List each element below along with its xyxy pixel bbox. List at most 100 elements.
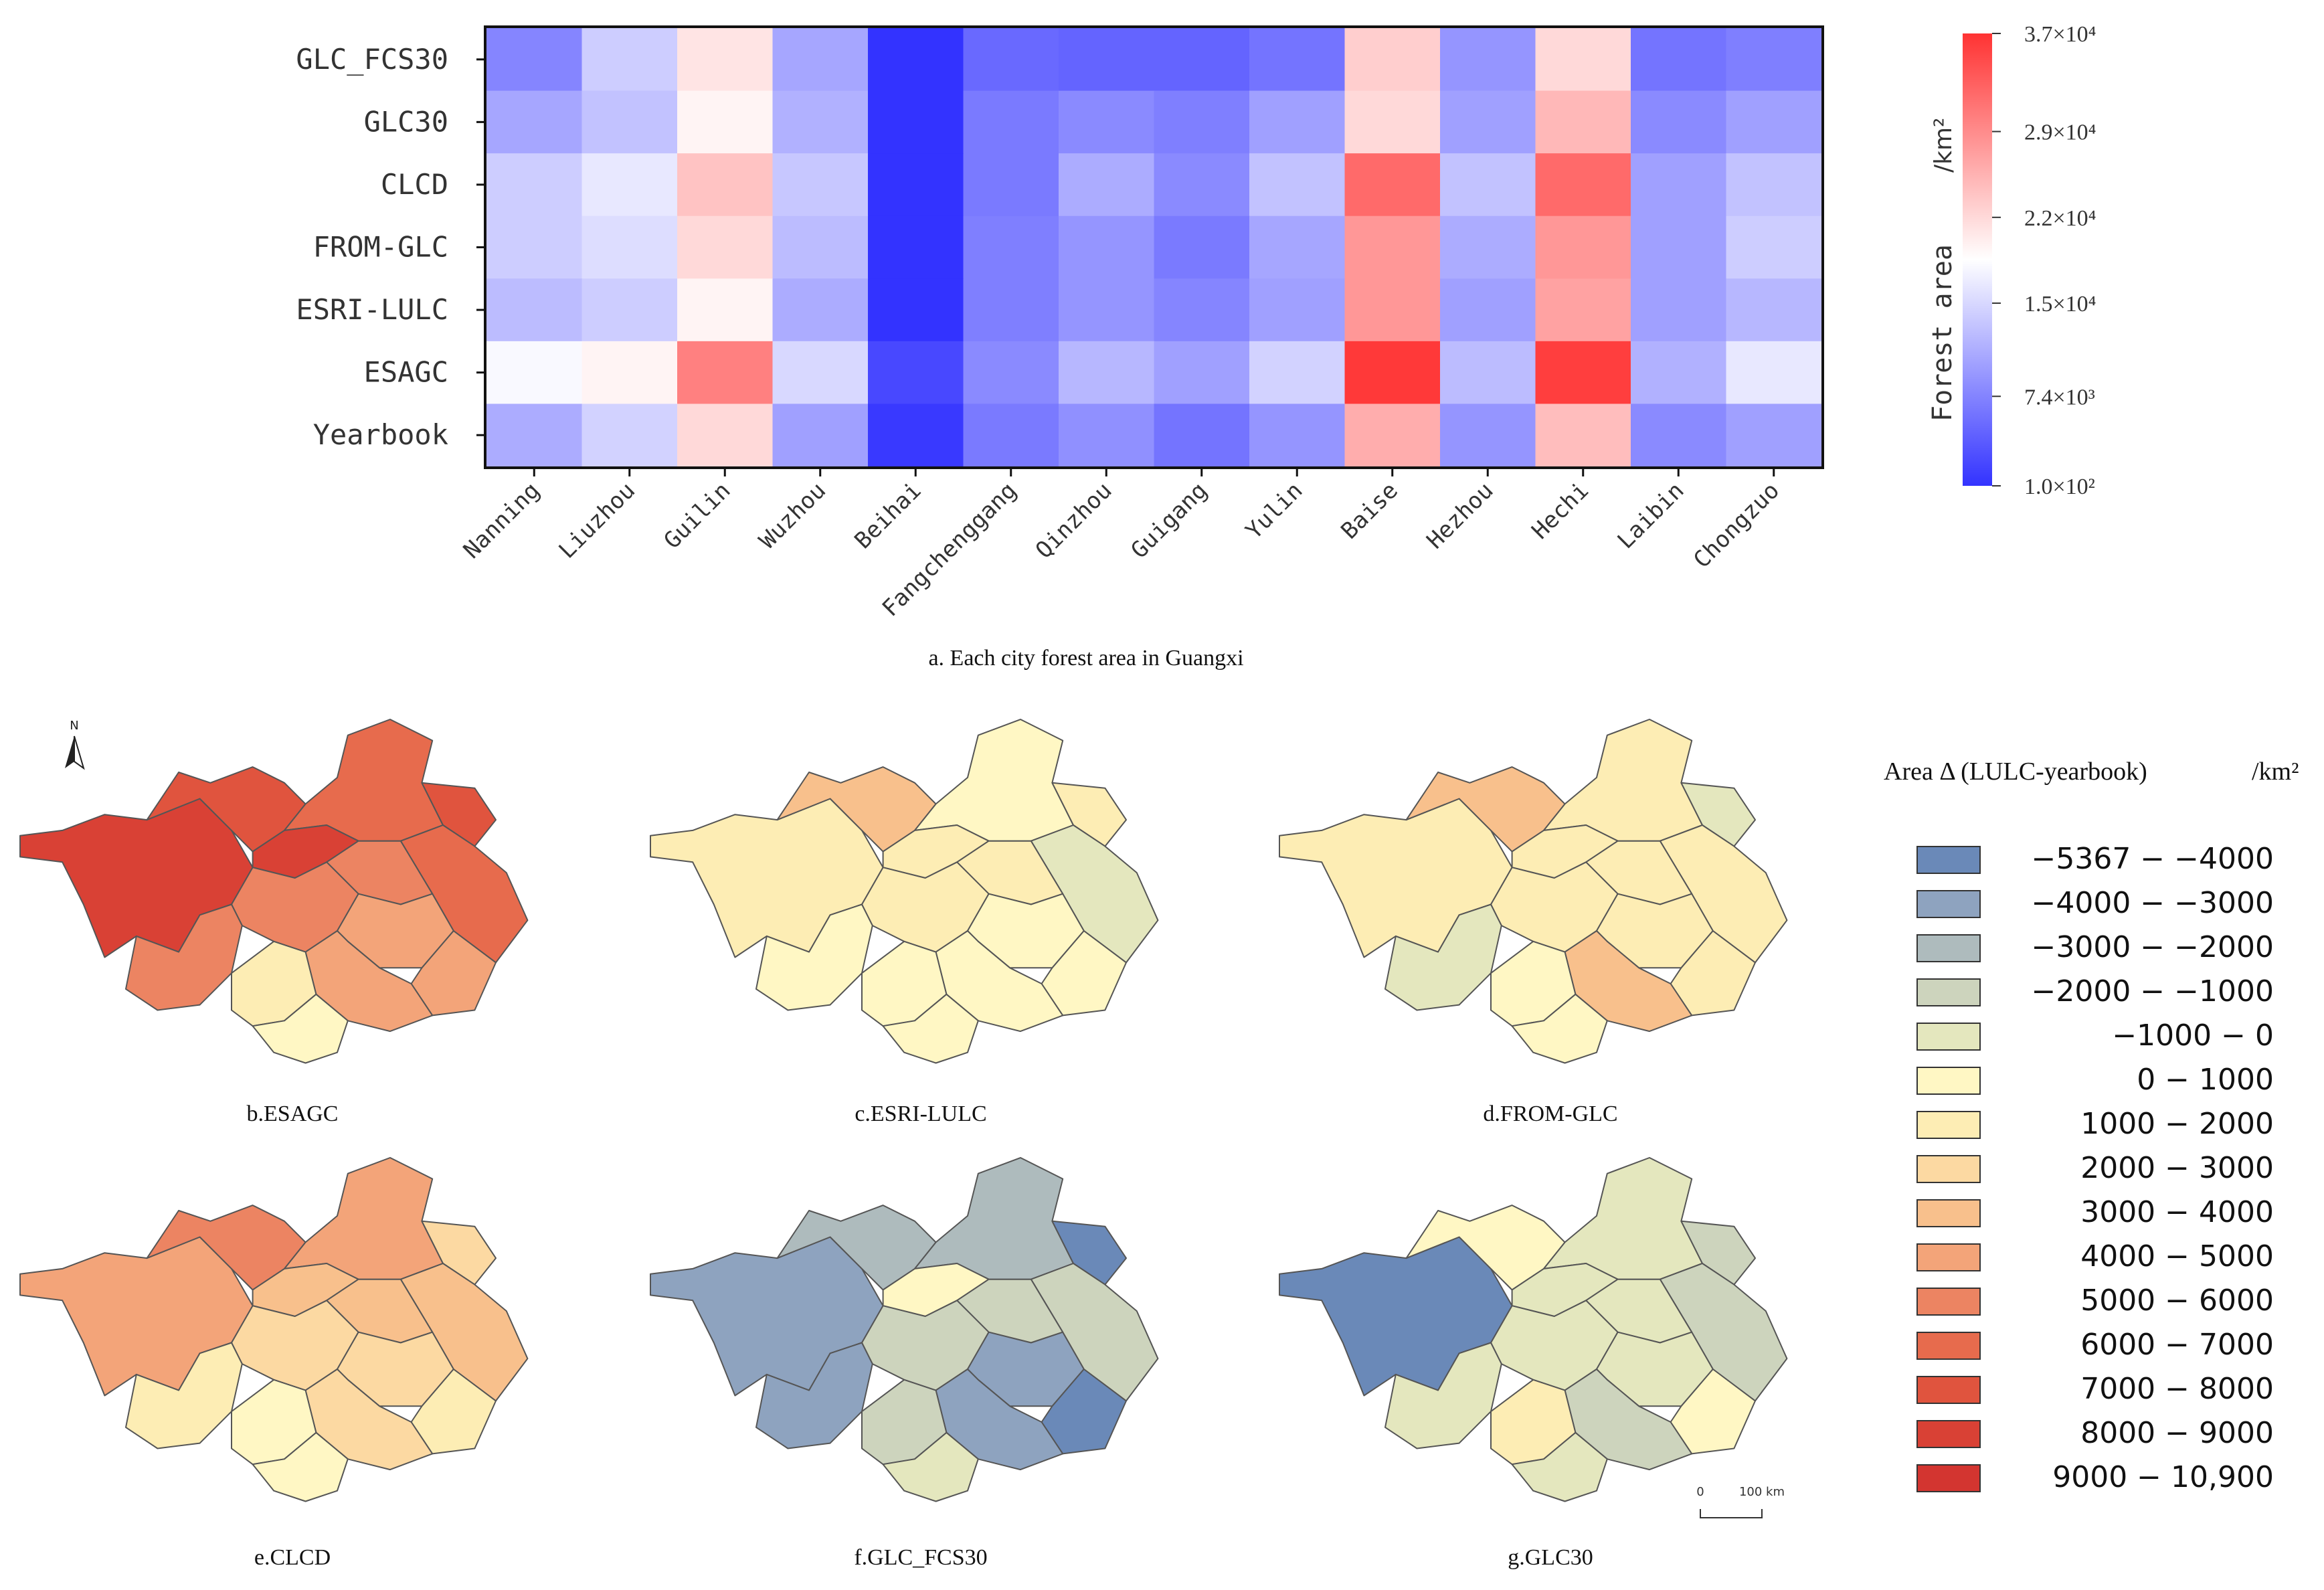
heatmap-cell-from-glc-guilin: [677, 215, 774, 279]
heatmap-cell-esagc-nanning: [486, 341, 583, 405]
map-glc-fcs30: [650, 1157, 1159, 1502]
heatmap-cell-clcd-beihai: [868, 153, 964, 217]
legend-label: −2000 − −1000: [2031, 974, 2274, 1008]
difference-legend: −5367 − −4000 −4000 − −3000 −3000 − −2000 −…: [1916, 842, 2274, 1494]
heatmap-cell-clcd-liuzhou: [582, 153, 678, 217]
legend-label: 6000 − 7000: [2080, 1328, 2274, 1362]
colorbar-tick-label: 1.0×10²: [2024, 474, 2095, 499]
map-region-chongzuo: [252, 1431, 349, 1502]
legend-label: 8000 − 9000: [2080, 1416, 2274, 1450]
colorbar-tick-label: 3.7×10⁴: [2024, 22, 2096, 47]
column-label: Wuzhou: [754, 477, 831, 554]
heatmap-cell-yearbook-yulin: [1249, 404, 1346, 467]
legend-swatch: [1916, 1420, 1981, 1448]
row-label: Yearbook: [313, 418, 448, 451]
heatmap-cell-glc30-fangchenggang: [963, 90, 1059, 154]
north-arrow: N: [65, 719, 85, 770]
map-region-yulin: [125, 903, 243, 1011]
colorbar-label: Forest area: [1927, 244, 1958, 422]
map-region-beihai: [1051, 1220, 1127, 1286]
heatmap-cell-esagc-hechi: [1535, 341, 1631, 405]
legend-label: −4000 − −3000: [2031, 886, 2274, 920]
legend-swatch: [1916, 890, 1981, 918]
legend-label: −3000 − −2000: [2031, 930, 2274, 964]
legend-title: Area Δ (LULC-yearbook): [1884, 758, 2147, 786]
column-label: Laibin: [1612, 477, 1689, 554]
heatmap-cell-glc30-wuzhou: [772, 90, 869, 154]
column-label: Qinzhou: [1031, 477, 1118, 564]
heatmap-cell-esri-lulc-yulin: [1249, 278, 1346, 342]
forest-area-heatmap: [486, 28, 1822, 467]
colorbar-tick-label: 7.4×10³: [2024, 385, 2095, 410]
column-label: Hechi: [1526, 477, 1594, 545]
heatmap-cell-from-glc-hechi: [1535, 215, 1631, 279]
heatmap-cell-yearbook-chongzuo: [1726, 404, 1822, 467]
map-region-yulin: [125, 1342, 243, 1449]
legend-swatch: [1916, 1332, 1981, 1360]
heatmap-cell-esri-lulc-guigang: [1154, 278, 1250, 342]
column-label: Liuzhou: [554, 477, 641, 564]
heatmap-cell-glc30-qinzhou: [1059, 90, 1155, 154]
legend-label: 9000 − 10,900: [2052, 1460, 2274, 1494]
map-region-guilin: [284, 1157, 444, 1280]
heatmap-cell-esagc-chongzuo: [1726, 341, 1822, 405]
map-esagc: [19, 719, 529, 1064]
heatmap-cell-glc30-laibin: [1631, 90, 1727, 154]
heatmap-cell-from-glc-liuzhou: [582, 215, 678, 279]
colorbar: [1963, 33, 1992, 486]
heatmap-cell-yearbook-hechi: [1535, 404, 1631, 467]
heatmap-cell-clcd-baise: [1344, 153, 1441, 217]
heatmap-cell-yearbook-wuzhou: [772, 404, 869, 467]
heatmap-cell-from-glc-hezhou: [1440, 215, 1536, 279]
heatmap-cell-glc_fcs30-laibin: [1631, 28, 1727, 92]
heatmap-cell-esri-lulc-hezhou: [1440, 278, 1536, 342]
heatmap-cell-yearbook-guilin: [677, 404, 774, 467]
heatmap-cell-clcd-hechi: [1535, 153, 1631, 217]
map-caption-esri-lulc: c.ESRI-LULC: [855, 1101, 986, 1126]
scale-bar-zero: 0: [1696, 1485, 1704, 1499]
heatmap-cell-glc_fcs30-chongzuo: [1726, 28, 1822, 92]
column-label: Baise: [1336, 477, 1403, 545]
colorbar-tick-label: 2.2×10⁴: [2024, 206, 2096, 231]
column-label: Nanning: [458, 477, 545, 564]
map-esri-lulc: [650, 719, 1159, 1064]
heatmap-cell-from-glc-guigang: [1154, 215, 1250, 279]
heatmap-cell-glc_fcs30-baise: [1344, 28, 1441, 92]
heatmap-caption: a. Each city forest area in Guangxi: [928, 646, 1243, 671]
colorbar-tick-label: 1.5×10⁴: [2024, 292, 2096, 317]
legend-swatch: [1916, 1111, 1981, 1139]
heatmap-cell-clcd-nanning: [486, 153, 583, 217]
map-panels: b.ESAGC c.ESRI-LULC d.FROM-GLC e.CLCD f.GLC_…: [19, 719, 1788, 1570]
map-region-yulin: [1384, 903, 1502, 1011]
heatmap-cell-glc_fcs30-beihai: [868, 28, 964, 92]
map-region-guilin: [914, 719, 1074, 842]
map-caption-clcd: e.CLCD: [254, 1545, 331, 1570]
heatmap-cell-esagc-baise: [1344, 341, 1441, 405]
heatmap-cell-glc30-beihai: [868, 90, 964, 154]
heatmap-cell-clcd-laibin: [1631, 153, 1727, 217]
legend-swatch: [1916, 934, 1981, 962]
map-region-chongzuo: [1511, 1431, 1608, 1502]
map-caption-glc-fcs30: f.GLC_FCS30: [854, 1545, 987, 1570]
map-region-beihai: [421, 782, 497, 847]
heatmap-cell-glc_fcs30-fangchenggang: [963, 28, 1059, 92]
legend-swatch: [1916, 978, 1981, 1006]
heatmap-cell-esagc-wuzhou: [772, 341, 869, 405]
heatmap-cell-clcd-hezhou: [1440, 153, 1536, 217]
legend-swatch: [1916, 1067, 1981, 1095]
heatmap-cell-clcd-fangchenggang: [963, 153, 1059, 217]
legend-label: 7000 − 8000: [2080, 1372, 2274, 1406]
heatmap-cell-glc30-baise: [1344, 90, 1441, 154]
map-region-guilin: [1543, 1157, 1703, 1280]
map-region-chongzuo: [252, 993, 349, 1064]
legend-swatch: [1916, 1023, 1981, 1051]
heatmap-cell-from-glc-laibin: [1631, 215, 1727, 279]
column-label: Guilin: [658, 477, 735, 554]
map-region-yulin: [755, 903, 873, 1011]
heatmap-cell-esagc-fangchenggang: [963, 341, 1059, 405]
column-label: Hezhou: [1421, 477, 1498, 554]
legend-swatch: [1916, 846, 1981, 874]
heatmap-cell-esri-lulc-beihai: [868, 278, 964, 342]
row-label: ESRI-LULC: [296, 293, 448, 326]
